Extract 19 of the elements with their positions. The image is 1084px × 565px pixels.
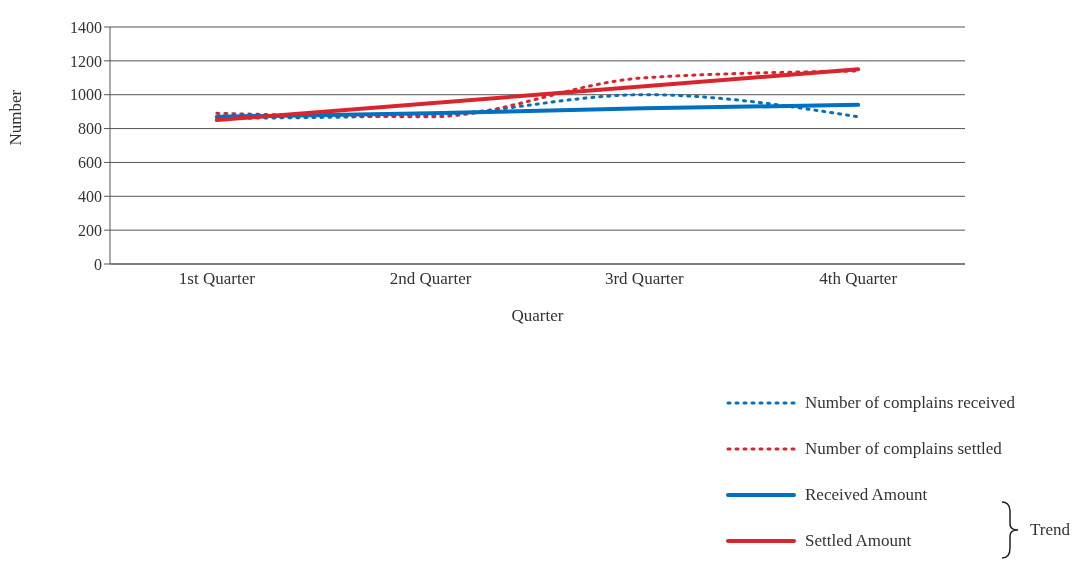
legend-label: Number of complains settled bbox=[805, 439, 1002, 459]
y-axis-title: Number bbox=[6, 89, 26, 146]
text: Trend bbox=[1030, 520, 1070, 540]
y-tick-label: 200 bbox=[78, 221, 102, 239]
x-axis-title: Quarter bbox=[511, 306, 564, 326]
x-tick-label: 4th Quarter bbox=[819, 269, 898, 289]
y-tick-label: 1200 bbox=[70, 52, 102, 70]
legend-label: Settled Amount bbox=[805, 531, 912, 551]
legend-label: Number of complains received bbox=[805, 393, 1016, 413]
x-tick-label: 3rd Quarter bbox=[604, 269, 685, 289]
y-tick-label: 600 bbox=[78, 154, 102, 172]
y-tick-label: 1400 bbox=[70, 18, 102, 36]
y-tick-label: 1000 bbox=[70, 86, 102, 104]
legend-label: Received Amount bbox=[805, 485, 928, 505]
y-tick-label: 0 bbox=[94, 255, 102, 273]
y-tick-label: 400 bbox=[78, 187, 102, 205]
x-tick-label: 1st Quarter bbox=[178, 269, 256, 289]
y-tick-label: 800 bbox=[78, 120, 102, 138]
x-tick-label: 2nd Quarter bbox=[389, 269, 472, 289]
